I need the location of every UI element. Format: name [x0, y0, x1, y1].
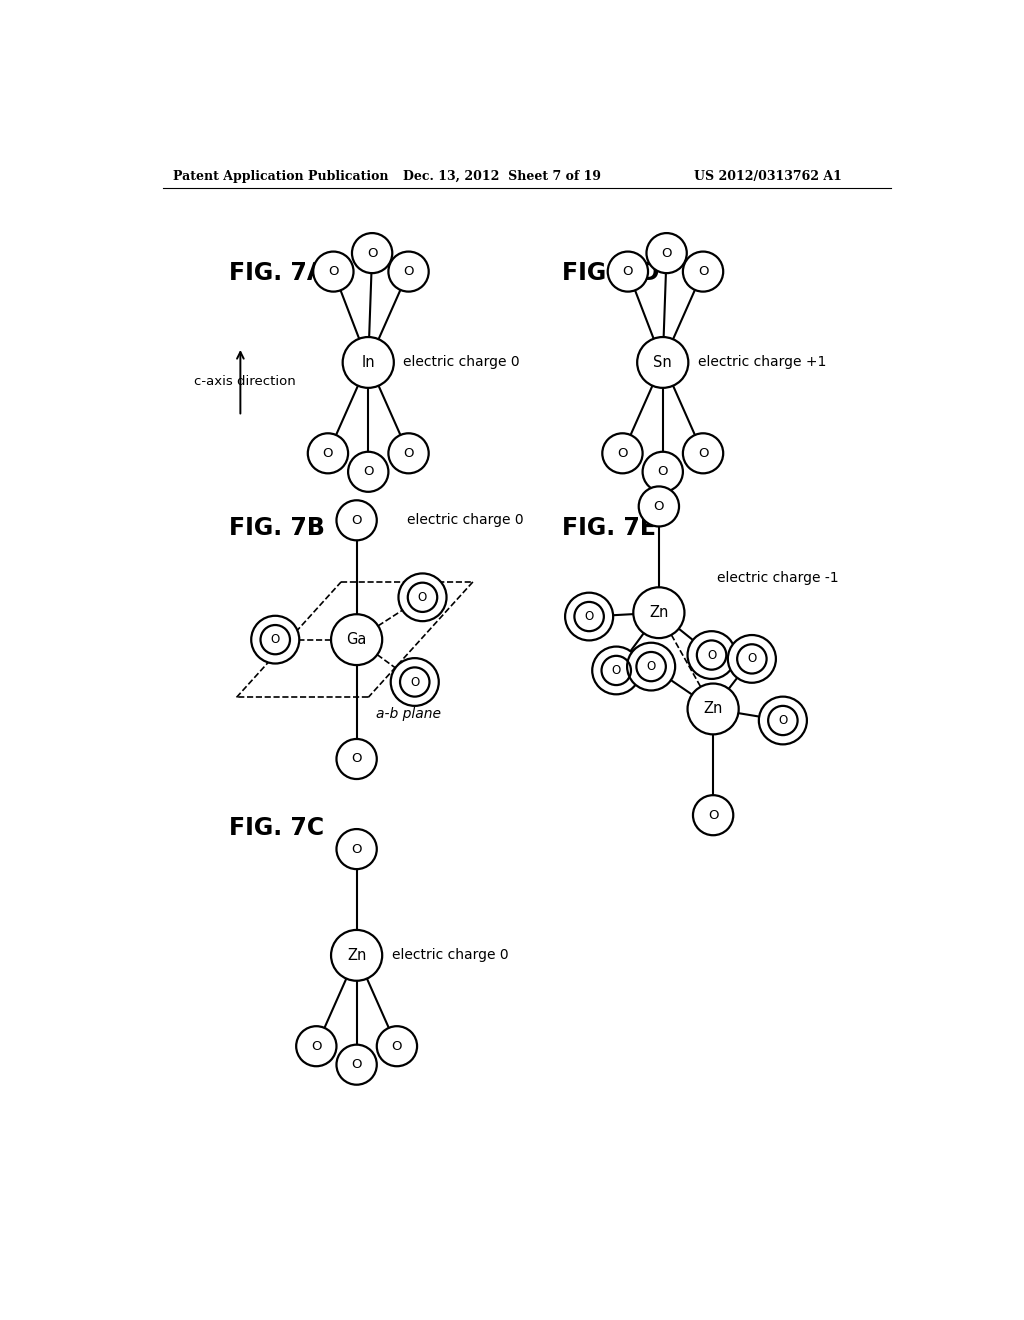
- Circle shape: [352, 234, 392, 273]
- Circle shape: [687, 631, 735, 678]
- Circle shape: [313, 252, 353, 292]
- Text: O: O: [617, 446, 628, 459]
- Circle shape: [637, 337, 688, 388]
- Circle shape: [337, 829, 377, 869]
- Text: O: O: [778, 714, 787, 727]
- Circle shape: [683, 433, 723, 474]
- Text: Ga: Ga: [346, 632, 367, 647]
- Circle shape: [643, 451, 683, 492]
- Text: O: O: [657, 465, 668, 478]
- Text: O: O: [585, 610, 594, 623]
- Text: O: O: [646, 660, 655, 673]
- Text: Sn: Sn: [653, 355, 672, 370]
- Circle shape: [693, 795, 733, 836]
- Text: O: O: [351, 513, 361, 527]
- Circle shape: [627, 643, 675, 690]
- Circle shape: [337, 739, 377, 779]
- Text: O: O: [697, 265, 709, 279]
- Text: O: O: [362, 465, 374, 478]
- Circle shape: [331, 929, 382, 981]
- Text: O: O: [311, 1040, 322, 1053]
- Circle shape: [388, 433, 429, 474]
- Text: FIG. 7E: FIG. 7E: [562, 516, 656, 540]
- Text: electric charge 0: electric charge 0: [407, 513, 523, 527]
- Text: FIG. 7C: FIG. 7C: [228, 816, 324, 840]
- Text: a-b plane: a-b plane: [376, 708, 441, 722]
- Circle shape: [759, 697, 807, 744]
- Circle shape: [683, 252, 723, 292]
- Circle shape: [391, 659, 438, 706]
- Circle shape: [343, 337, 394, 388]
- Text: Patent Application Publication: Patent Application Publication: [173, 170, 388, 183]
- Text: c-axis direction: c-axis direction: [194, 375, 296, 388]
- Circle shape: [633, 587, 684, 638]
- Circle shape: [388, 252, 429, 292]
- Text: O: O: [707, 648, 716, 661]
- Circle shape: [639, 487, 679, 527]
- Text: Dec. 13, 2012  Sheet 7 of 19: Dec. 13, 2012 Sheet 7 of 19: [403, 170, 601, 183]
- Text: Zn: Zn: [703, 701, 723, 717]
- Circle shape: [398, 573, 446, 622]
- Text: O: O: [662, 247, 672, 260]
- Text: electric charge -1: electric charge -1: [717, 572, 839, 585]
- Circle shape: [592, 647, 640, 694]
- Text: O: O: [411, 676, 420, 689]
- Text: O: O: [351, 1059, 361, 1072]
- Text: FIG. 7B: FIG. 7B: [228, 516, 325, 540]
- Circle shape: [728, 635, 776, 682]
- Circle shape: [296, 1026, 337, 1067]
- Text: FIG. 7D: FIG. 7D: [562, 261, 659, 285]
- Circle shape: [646, 234, 687, 273]
- Circle shape: [607, 252, 648, 292]
- Circle shape: [337, 1044, 377, 1085]
- Text: O: O: [708, 809, 719, 822]
- Text: O: O: [653, 500, 665, 513]
- Text: O: O: [367, 247, 378, 260]
- Text: In: In: [361, 355, 375, 370]
- Text: O: O: [697, 446, 709, 459]
- Circle shape: [337, 500, 377, 540]
- Circle shape: [565, 593, 613, 640]
- Text: O: O: [611, 664, 621, 677]
- Text: O: O: [418, 591, 427, 603]
- Text: O: O: [351, 842, 361, 855]
- Circle shape: [308, 433, 348, 474]
- Text: O: O: [403, 265, 414, 279]
- Circle shape: [687, 684, 738, 734]
- Text: electric charge 0: electric charge 0: [403, 355, 520, 370]
- Text: O: O: [270, 634, 280, 647]
- Text: Zn: Zn: [347, 948, 367, 962]
- Text: O: O: [351, 752, 361, 766]
- Circle shape: [602, 433, 643, 474]
- Circle shape: [251, 615, 299, 664]
- Circle shape: [377, 1026, 417, 1067]
- Text: O: O: [328, 265, 339, 279]
- Circle shape: [348, 451, 388, 492]
- Text: O: O: [748, 652, 757, 665]
- Text: O: O: [391, 1040, 402, 1053]
- Text: FIG. 7A: FIG. 7A: [228, 261, 325, 285]
- Text: O: O: [403, 446, 414, 459]
- Text: O: O: [323, 446, 333, 459]
- Circle shape: [331, 614, 382, 665]
- Text: electric charge +1: electric charge +1: [697, 355, 826, 370]
- Text: US 2012/0313762 A1: US 2012/0313762 A1: [693, 170, 842, 183]
- Text: electric charge 0: electric charge 0: [391, 948, 508, 962]
- Text: O: O: [623, 265, 633, 279]
- Text: Zn: Zn: [649, 605, 669, 620]
